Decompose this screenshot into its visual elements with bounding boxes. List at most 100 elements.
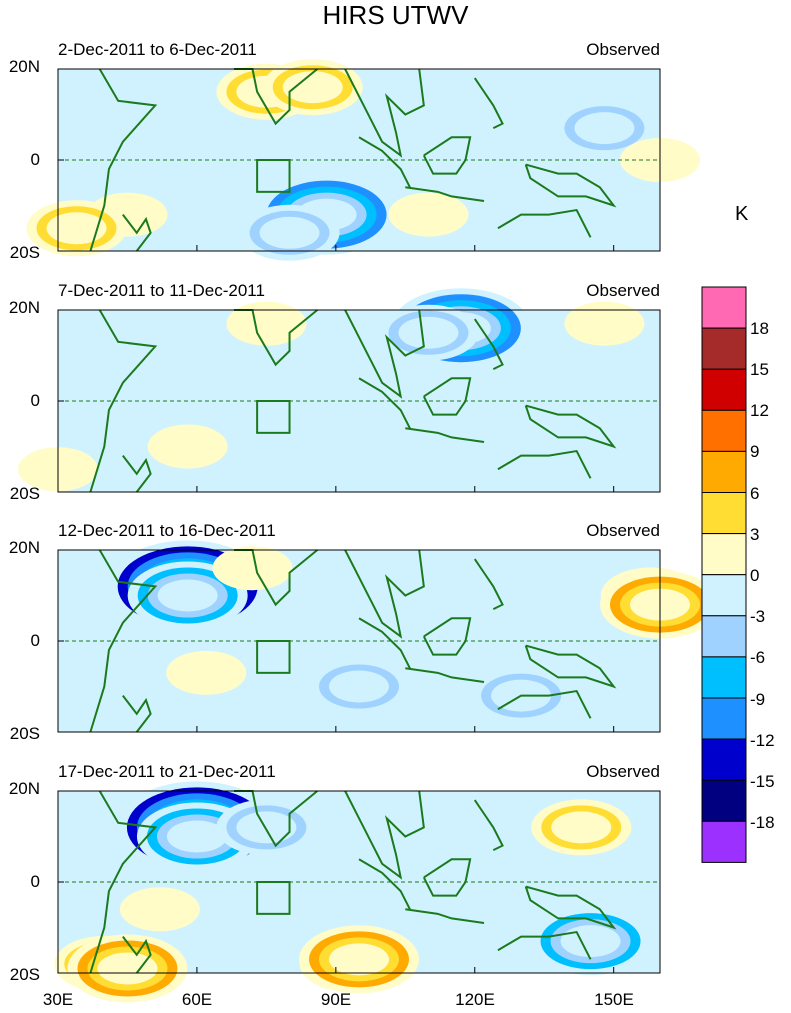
xtick-150e: 150E <box>594 990 634 1009</box>
panel-3-region-box <box>256 640 291 674</box>
panel-2-ytick-20n: 20N <box>8 298 40 317</box>
panel-1-region-box <box>256 159 291 193</box>
colorbar-swatch-13 <box>701 820 747 863</box>
panel-1-period: 2-Dec-2011 to 6-Dec-2011 <box>58 40 257 59</box>
panel-1-anomaly-1-level-2 <box>46 212 107 245</box>
panel-3-coastline-8 <box>497 689 592 719</box>
panel-1-ytick-20n: 20N <box>8 57 40 76</box>
panel-4-ytick-20n: 20N <box>8 779 40 798</box>
colorbar-label-neg15: -15 <box>750 772 775 791</box>
panel-4-region-box <box>256 881 291 915</box>
chart-title: HIRS UTWV <box>322 0 469 30</box>
panel-2-coastline-9 <box>122 454 152 493</box>
panel-1-coastline-7 <box>524 163 617 208</box>
colorbar-label-neg6: -6 <box>750 648 766 667</box>
panel-2-coastline-6 <box>473 318 504 371</box>
panel-3-coastline-4 <box>405 667 485 683</box>
panel-1-anomaly-7-level-2 <box>574 112 635 145</box>
panel-4-coastline-6 <box>473 799 504 852</box>
panel-4-coastline-9 <box>122 935 152 974</box>
colorbar-label-neg9: -9 <box>750 690 766 709</box>
panel-2-period: 7-Dec-2011 to 11-Dec-2011 <box>58 281 265 300</box>
panel-4-ytick-0: 0 <box>30 872 40 891</box>
panel-1-coastline-3 <box>358 136 411 188</box>
colorbar-unit: K <box>735 203 749 225</box>
panel-3-coastline-6 <box>473 558 504 611</box>
colorbar-swatch-8 <box>701 615 747 658</box>
panel-3-source: Observed <box>586 521 660 540</box>
panel-4-anomaly-4-level-3 <box>329 943 389 976</box>
colorbar-swatch-11 <box>701 738 747 781</box>
panel-3-coastline-7 <box>524 644 617 689</box>
panel-4-anomaly-8-level-3 <box>560 925 621 958</box>
panel-2-ytick-20s: 20S <box>9 484 40 503</box>
panel-1-source: Observed <box>586 40 660 59</box>
panel-1-ytick-0: 0 <box>30 150 40 169</box>
panel-1-ytick-20s: 20S <box>9 243 40 262</box>
panel-4-coastline-2 <box>344 790 425 880</box>
panel-1-anomaly-3-level-2 <box>282 71 343 104</box>
panel-2-anomaly-5-level-1 <box>574 307 635 340</box>
panel-2-coastline-2 <box>344 309 425 399</box>
colorbar-swatch-3 <box>701 409 747 452</box>
panel-4-coastline-4 <box>405 908 485 924</box>
panel-2-coastline-7 <box>524 404 617 449</box>
panel-4-period: 17-Dec-2011 to 21-Dec-2011 <box>58 762 276 781</box>
panel-4-anomaly-6-level-3 <box>97 952 158 985</box>
panel-4-coastline-7 <box>524 885 617 930</box>
panel-3-anomaly-2-level-1 <box>176 656 237 689</box>
panel-3-coastline-3 <box>358 617 411 669</box>
colorbar-label-0: 0 <box>750 566 760 585</box>
panel-4-coastline-8 <box>497 930 592 960</box>
xtick-30e: 30E <box>42 990 74 1009</box>
panel-2-coastline-0 <box>89 309 158 493</box>
panel-3-period: 12-Dec-2011 to 16-Dec-2011 <box>58 521 276 540</box>
colorbar-swatch-10 <box>701 697 747 740</box>
colorbar-swatch-5 <box>701 492 747 535</box>
colorbar-label-neg3: -3 <box>750 607 766 626</box>
panel-3-coastline-2 <box>344 549 425 639</box>
panel-2-anomaly-6-level-1 <box>342 444 403 477</box>
panel-2-coastline-8 <box>497 449 592 479</box>
panel-1-coastline-4 <box>405 186 485 202</box>
panel-2-anomaly-1-level-2 <box>398 316 459 349</box>
panel-2-coastline-4 <box>405 427 485 443</box>
panel-4-source: Observed <box>586 762 660 781</box>
panel-1-coastline-6 <box>473 77 504 130</box>
panel-1-coastline-2 <box>344 68 425 158</box>
panel-4-ytick-20s: 20S <box>9 965 40 984</box>
panel-2-anomaly-3-level-1 <box>120 348 181 381</box>
panel-3-coastline-0 <box>89 549 158 733</box>
colorbar-label-3: 3 <box>750 525 760 544</box>
panel-4-anomaly-10-level-1 <box>398 843 459 876</box>
panel-3-ytick-0: 0 <box>30 631 40 650</box>
colorbar-swatch-7 <box>701 574 747 617</box>
panel-2-source: Observed <box>586 281 660 300</box>
panel-1-coastline-9 <box>122 213 152 252</box>
xtick-90e: 90E <box>320 990 352 1009</box>
colorbar-swatch-0 <box>701 286 747 329</box>
colorbar-label-6: 6 <box>750 484 760 503</box>
panel-4-anomaly-1-level-3 <box>166 820 227 853</box>
colorbar-label-12: 12 <box>750 401 769 420</box>
colorbar-swatch-2 <box>701 368 747 411</box>
panel-4-anomaly-7-level-2 <box>551 811 612 844</box>
panel-4-anomaly-9-level-1 <box>129 893 190 926</box>
colorbar-label-neg18: -18 <box>750 813 775 832</box>
colorbar-swatch-12 <box>701 779 747 822</box>
panel-4-anomaly-2-level-2 <box>236 811 297 844</box>
panel-3-anomaly-3-level-2 <box>329 670 389 703</box>
panel-3-coastline-9 <box>122 694 152 733</box>
panel-2-ytick-0: 0 <box>30 391 40 410</box>
colorbar-label-15: 15 <box>750 360 769 379</box>
colorbar-label-9: 9 <box>750 442 760 461</box>
panel-2-coastline-3 <box>358 377 411 429</box>
panel-1-anomaly-6-level-1 <box>398 198 459 231</box>
xtick-120e: 120E <box>455 990 495 1009</box>
panel-2-anomaly-4-level-1 <box>236 307 297 340</box>
colorbar-label-neg12: -12 <box>750 731 775 750</box>
panel-1-coastline-8 <box>497 208 592 238</box>
colorbar-swatch-1 <box>701 327 747 370</box>
colorbar-label-18: 18 <box>750 319 769 338</box>
